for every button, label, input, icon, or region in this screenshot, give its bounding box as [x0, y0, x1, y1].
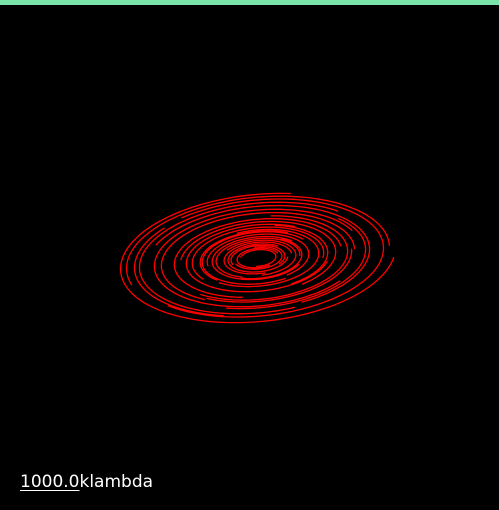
uv-track: [223, 241, 293, 275]
uv-track: [206, 233, 310, 276]
uv-track: [235, 246, 283, 270]
uv-track: [218, 228, 320, 288]
uv-track: [226, 239, 297, 276]
uv-track: [211, 235, 300, 281]
uv-track: [230, 244, 286, 266]
uv-track: [201, 231, 304, 285]
uv-tracks-canvas: [119, 192, 395, 324]
uv-track: [173, 217, 342, 298]
uv-track: [153, 208, 353, 308]
uv-track: [226, 217, 367, 310]
uv-track: [199, 230, 288, 281]
uv-track: [215, 237, 301, 278]
window-top-border: [0, 0, 499, 5]
uv-track: [125, 195, 391, 286]
uv-track: [155, 204, 371, 303]
uv-track: [119, 192, 395, 324]
uv-track: [180, 220, 337, 285]
uv-track: [191, 226, 325, 280]
uv-track: [160, 211, 356, 301]
uv-track: [167, 198, 385, 318]
uv-track: [185, 223, 328, 293]
uv-track: [206, 248, 353, 303]
uv-track: [138, 201, 339, 315]
uv-track: [274, 224, 329, 285]
scale-bar-unit: klambda: [79, 472, 154, 492]
uv-track: [240, 238, 303, 280]
uv-coverage-plot[interactable]: [0, 5, 499, 510]
uv-track: [239, 248, 277, 268]
scale-bar-value: 1000.0: [20, 472, 80, 492]
uv-track: [227, 243, 289, 273]
scale-bar-label: 1000.0klambda: [20, 472, 153, 492]
uv-track: [236, 247, 279, 269]
uv-track: [200, 215, 349, 301]
uv-track: [133, 227, 224, 317]
